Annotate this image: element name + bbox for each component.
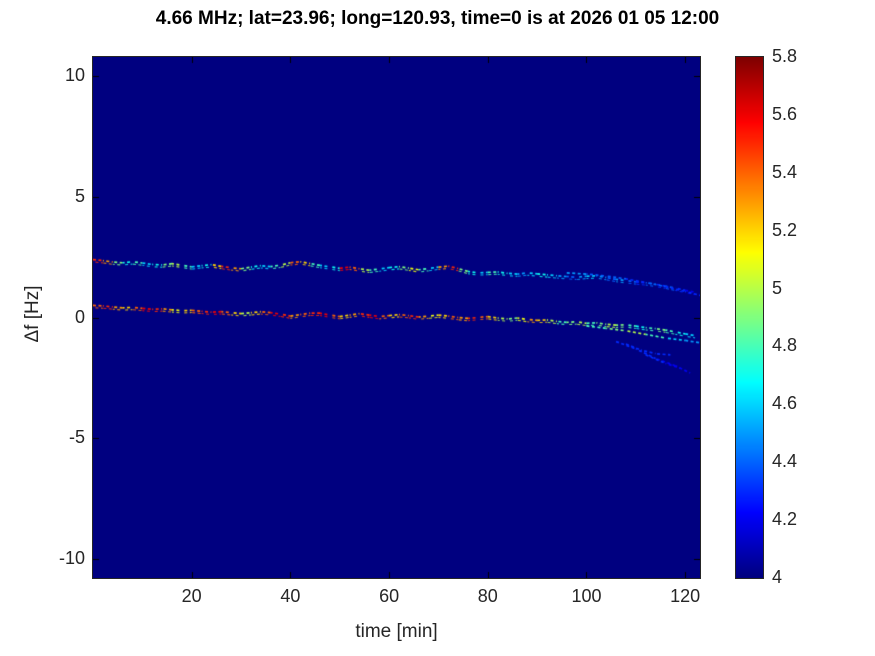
x-axis-label: time [min] [355,621,438,642]
colorbar-tick-label: 4 [772,567,783,587]
colorbar-tick-label: 5 [772,277,783,298]
colorbar-tick-label: 5.2 [772,219,798,240]
x-tick-label: 80 [477,586,498,606]
x-tick-label: 20 [181,586,202,606]
x-tick-label: 120 [670,586,701,606]
y-tick-label: 10 [64,65,85,86]
colorbar-tick-label: 5.4 [772,161,798,182]
plot-area [92,56,701,579]
y-tick-label: -10 [58,547,85,568]
chart-title: 4.66 MHz; lat=23.96; long=120.93, time=0… [155,8,720,29]
colorbar-tick-label: 4.4 [772,451,798,472]
x-tick-label: 60 [379,586,400,606]
colorbar-tick-label: 4.2 [772,509,798,530]
colorbar-tick-label: 4.8 [772,335,798,356]
colorbar-tick-label: 4.6 [772,393,798,414]
y-tick-label: 5 [74,185,85,206]
colorbar-tick-label: 5.8 [772,46,798,66]
x-tick-label: 40 [280,586,301,606]
colorbar-tick-label: 5.6 [772,103,798,124]
y-tick-label: 0 [74,306,85,327]
colorbar [735,56,764,579]
x-tick-label: 100 [571,586,602,606]
y-tick-label: -5 [68,427,85,448]
